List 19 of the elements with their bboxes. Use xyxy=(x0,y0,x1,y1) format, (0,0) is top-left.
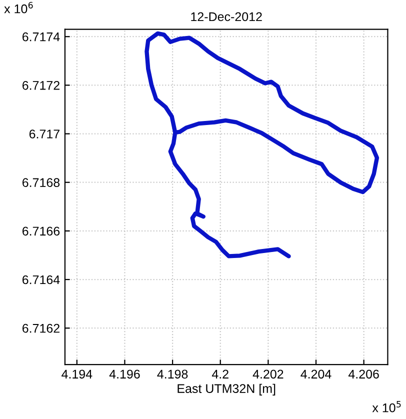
y-tick-label: 6.717 xyxy=(29,130,60,138)
y-tick-label: 6.7168 xyxy=(22,178,60,188)
line-series xyxy=(144,31,380,258)
x-axis-title: East UTM32N [m] xyxy=(178,384,276,396)
x-tick-label: 4.194 xyxy=(62,370,92,379)
text: x 10$^{5}$ xyxy=(372,400,401,412)
y-tick-label: 6.7166 xyxy=(22,226,60,236)
x-tick-label: 4.196 xyxy=(109,370,140,379)
y-tick-label: 6.7174 xyxy=(22,32,60,42)
x-tick-label: 4.198 xyxy=(157,370,188,379)
y-tick-label: 6.7164 xyxy=(22,275,60,284)
x-tick-label: 4.206 xyxy=(348,370,379,379)
x-tick-label: 4.204 xyxy=(300,370,332,379)
y-tick-label: 6.7162 xyxy=(22,324,60,333)
x-tick-label: 4.2 xyxy=(212,370,228,378)
chart-title: 12-Dec-2012 xyxy=(191,12,262,22)
text: x 10$^{6}$ xyxy=(4,2,33,14)
y-tick-label: 6.7172 xyxy=(22,80,60,90)
x-tick-label: 4.202 xyxy=(252,370,284,379)
